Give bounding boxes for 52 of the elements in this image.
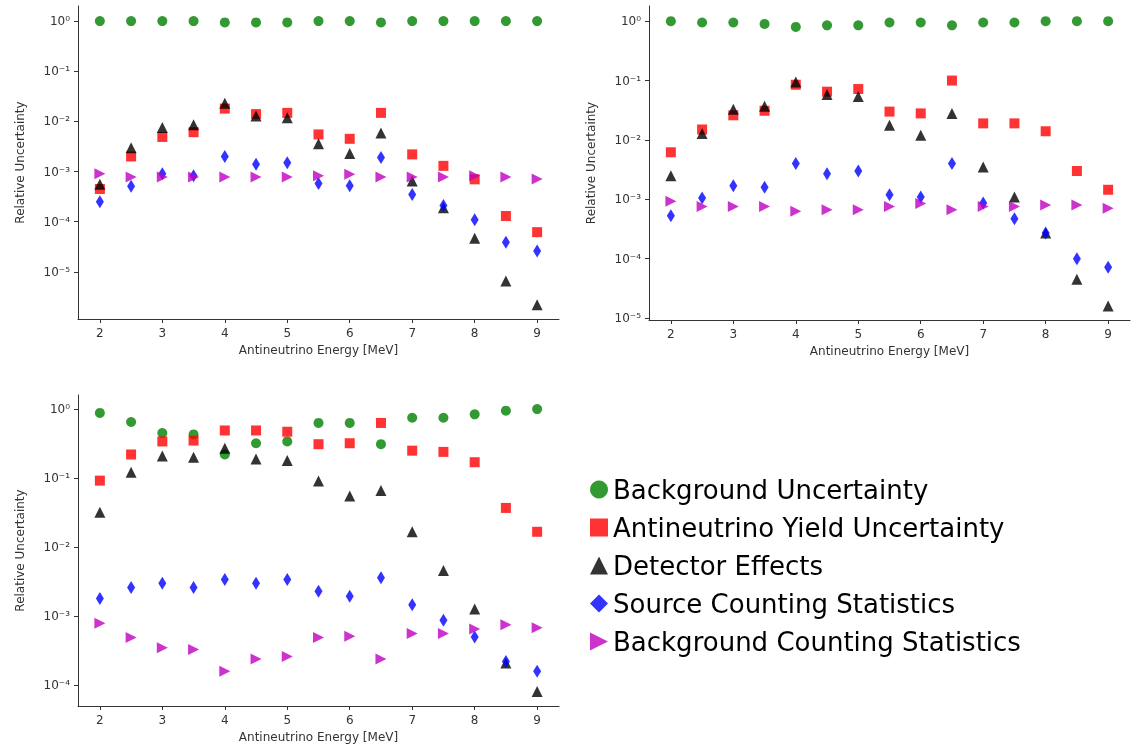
y-axis-title: Relative Uncertainty: [13, 489, 27, 612]
x-tick-label: 8: [1041, 327, 1050, 341]
x-tick-label: 8: [470, 713, 479, 727]
x-tick-label: 5: [283, 326, 292, 340]
legend-label: Background Counting Statistics: [613, 626, 1021, 657]
y-tick-label: 10⁻⁴: [614, 251, 642, 266]
legend-label: Detector Effects: [613, 550, 823, 581]
x-tick-label: 8: [470, 326, 479, 340]
x-tick-label: 7: [979, 327, 988, 341]
x-tick-label: 6: [345, 326, 354, 340]
y-tick-label: 10⁻¹: [614, 73, 642, 88]
x-axis-title: Antineutrino Energy [MeV]: [238, 342, 399, 357]
x-tick-label: 2: [667, 327, 675, 341]
y-tick-label: 10⁰: [620, 14, 642, 29]
legend-label: Background Uncertainty: [613, 474, 929, 505]
x-tick-label: 6: [345, 713, 354, 727]
x-tick-label: 9: [533, 713, 541, 727]
x-tick-label: 4: [220, 713, 229, 727]
x-axis-title: Antineutrino Energy [MeV]: [238, 729, 399, 744]
legend-label: Antineutrino Yield Uncertainty: [613, 512, 1005, 543]
y-tick-label: 10⁻³: [614, 192, 642, 207]
x-tick-label: 9: [1104, 327, 1112, 341]
y-tick-label: 10⁰: [49, 402, 71, 417]
y-tick-label: 10⁻²: [614, 132, 642, 147]
y-axis-title: Relative Uncertainty: [13, 101, 27, 224]
y-tick-label: 10⁻⁵: [614, 311, 642, 326]
x-tick-label: 3: [158, 326, 167, 340]
x-tick-label: 5: [854, 327, 863, 341]
x-tick-label: 2: [96, 326, 104, 340]
y-tick-label: 10⁻¹: [43, 64, 71, 79]
y-tick-label: 10⁻²: [43, 114, 71, 129]
x-tick-label: 7: [408, 326, 417, 340]
y-tick-label: 10⁻⁴: [43, 214, 71, 229]
x-tick-label: 2: [96, 713, 104, 727]
x-tick-label: 4: [220, 326, 229, 340]
x-tick-label: 4: [791, 327, 800, 341]
y-tick-label: 10⁻²: [43, 540, 71, 555]
y-tick-label: 10⁻¹: [43, 471, 71, 486]
legend-label: Source Counting Statistics: [613, 588, 956, 619]
y-tick-label: 10⁰: [49, 14, 71, 29]
x-tick-label: 7: [408, 713, 417, 727]
x-tick-label: 5: [283, 713, 292, 727]
y-tick-label: 10⁻⁴: [43, 678, 71, 693]
x-tick-label: 6: [916, 327, 925, 341]
x-tick-label: 3: [729, 327, 738, 341]
y-tick-label: 10⁻³: [43, 609, 71, 624]
x-tick-label: 3: [158, 713, 167, 727]
x-tick-label: 9: [533, 326, 541, 340]
y-tick-label: 10⁻³: [43, 164, 71, 179]
x-axis-title: Antineutrino Energy [MeV]: [809, 343, 970, 358]
y-axis-title: Relative Uncertainty: [584, 101, 598, 225]
y-tick-label: 10⁻⁵: [43, 264, 71, 279]
